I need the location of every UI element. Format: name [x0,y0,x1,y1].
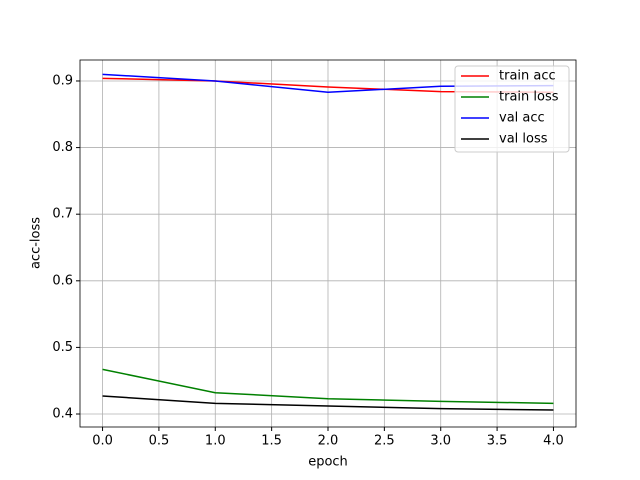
x-tick-label: 1.5 [261,434,282,449]
legend-label: train loss [499,90,559,105]
legend-label: val acc [499,111,545,126]
series-line [102,395,554,411]
y-tick-label: 0.8 [52,140,73,155]
series-line [102,368,554,405]
x-tick-label: 0.5 [149,434,170,449]
x-tick-label: 2.5 [374,434,395,449]
x-tick-label: 1.0 [205,434,226,449]
y-tick-label: 0.6 [52,273,73,288]
y-tick-label: 0.5 [52,340,73,355]
x-axis-label: epoch [308,455,348,470]
x-tick-label: 0.0 [92,434,113,449]
plot-frame [79,59,577,428]
x-tick-label: 2.0 [318,434,339,449]
y-tick-label: 0.9 [52,73,73,88]
legend-label: train acc [499,69,556,84]
legend-label: val loss [499,132,548,147]
x-tick-label: 4.0 [543,434,564,449]
x-tick-label: 3.5 [487,434,508,449]
y-tick-label: 0.7 [52,207,73,222]
y-tick-label: 0.4 [52,407,73,422]
y-axis-label: acc-loss [29,217,44,269]
legend-box [454,65,570,153]
x-tick-label: 3.0 [430,434,451,449]
